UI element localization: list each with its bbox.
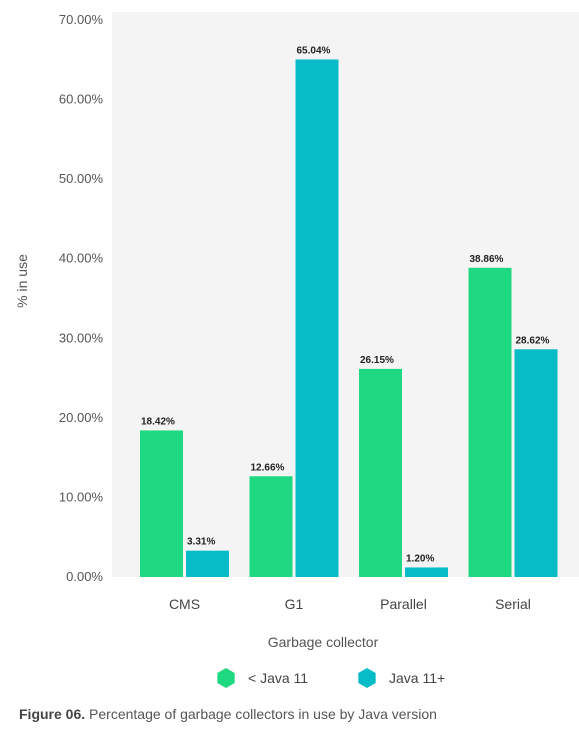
legend-hexagon-icon [358,668,376,688]
data-label: 18.42% [141,416,175,427]
data-label: 65.04% [297,45,331,56]
y-axis-ticks: 0.00% 10.00% 20.00% 30.00% 40.00% 50.00% 60.00… [59,12,104,584]
bar [295,59,339,578]
y-tick-label: 50.00% [59,171,104,186]
legend-label: Java 11+ [389,670,445,686]
bar [186,550,229,577]
legend: < Java 11 Java 11+ [217,668,445,688]
data-label: 28.62% [516,335,550,346]
y-tick-label: 30.00% [59,330,104,345]
data-label: 3.31% [187,537,215,548]
y-tick-label: 20.00% [59,410,104,425]
data-labels-group: 18.42% 3.31% 12.66% 65.04% 26.15% 1.20% 38.86%… [141,45,550,564]
y-tick-label: 60.00% [59,92,104,107]
y-tick-label: 0.00% [66,569,103,584]
legend-label: < Java 11 [248,670,308,686]
x-tick-label: Serial [495,596,531,612]
bar [468,267,512,577]
x-axis-categories: CMS G1 Parallel Serial [169,596,531,612]
y-tick-label: 10.00% [59,489,104,504]
bars-group [140,59,558,578]
x-tick-label: CMS [169,596,200,612]
y-axis-title: % in use [14,254,30,308]
bar [140,430,183,577]
figure-caption: Figure 06. Percentage of garbage collect… [19,706,437,722]
data-label: 1.20% [406,553,434,564]
legend-hexagon-icon [217,668,235,688]
bar [405,567,448,577]
data-label: 38.86% [470,254,504,265]
data-label: 26.15% [360,355,394,366]
y-tick-label: 40.00% [59,251,104,266]
y-tick-label: 70.00% [59,12,104,27]
data-label: 12.66% [251,462,285,473]
x-tick-label: Parallel [380,596,427,612]
bar [249,476,293,577]
x-axis-title: Garbage collector [268,634,379,650]
caption-text: Percentage of garbage collectors in use … [85,706,437,722]
bar [359,368,402,577]
x-tick-label: G1 [285,596,304,612]
figure-label: Figure 06. [19,706,86,722]
bar [514,349,558,577]
